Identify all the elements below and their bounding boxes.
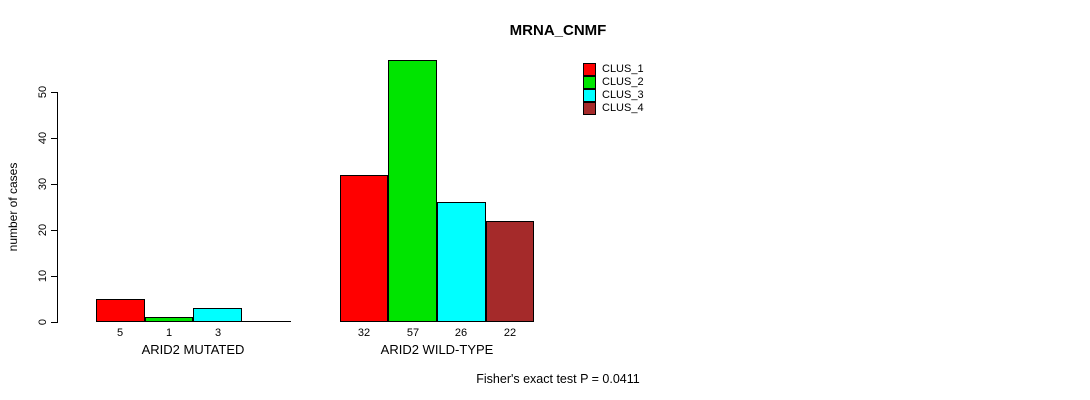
legend-row: CLUS_4: [583, 102, 644, 115]
y-tick: [51, 184, 57, 185]
legend-label: CLUS_1: [602, 63, 644, 75]
bar-value-label: 3: [214, 327, 222, 339]
legend-row: CLUS_1: [583, 63, 644, 76]
y-tick-label: 10: [37, 269, 49, 283]
bar-zero-CLUS_4: [242, 321, 291, 322]
y-tick: [51, 276, 57, 277]
bar-value-label: 22: [503, 327, 517, 339]
legend-label: CLUS_3: [602, 89, 644, 101]
y-tick: [51, 230, 57, 231]
bar-CLUS_1: [96, 299, 145, 322]
bar-CLUS_2: [388, 60, 437, 322]
legend-label: CLUS_2: [602, 76, 644, 88]
legend: CLUS_1 CLUS_2 CLUS_3 CLUS_4: [583, 63, 644, 115]
bar-value-label: 57: [406, 327, 420, 339]
y-tick-label: 40: [37, 131, 49, 145]
y-tick-label: 30: [37, 177, 49, 191]
bar-CLUS_4: [486, 221, 534, 322]
y-axis-label: number of cases: [6, 162, 20, 252]
y-tick: [51, 322, 57, 323]
y-tick-label: 50: [37, 85, 49, 99]
chart-title: MRNA_CNMF: [509, 22, 607, 39]
legend-swatch-icon: [583, 63, 596, 76]
bar-value-label: 1: [165, 327, 173, 339]
y-tick: [51, 138, 57, 139]
bar-CLUS_2: [145, 317, 193, 322]
bar-CLUS_3: [193, 308, 242, 322]
bar-CLUS_3: [437, 202, 486, 322]
legend-row: CLUS_2: [583, 76, 644, 89]
y-tick-label: 0: [37, 318, 49, 326]
y-tick-label: 20: [37, 223, 49, 237]
y-tick: [51, 92, 57, 93]
legend-label: CLUS_4: [602, 102, 644, 114]
legend-swatch-icon: [583, 76, 596, 89]
annotation-text: Fisher's exact test P = 0.0411: [476, 372, 640, 386]
legend-swatch-icon: [583, 102, 596, 115]
group-label: ARID2 MUTATED: [141, 342, 245, 357]
group-label: ARID2 WILD-TYPE: [380, 342, 494, 357]
legend-swatch-icon: [583, 89, 596, 102]
y-axis-line: [57, 92, 58, 323]
bar-CLUS_1: [340, 175, 388, 322]
legend-row: CLUS_3: [583, 89, 644, 102]
bar-value-label: 5: [116, 327, 124, 339]
bar-value-label: 32: [357, 327, 371, 339]
bar-value-label: 26: [454, 327, 468, 339]
